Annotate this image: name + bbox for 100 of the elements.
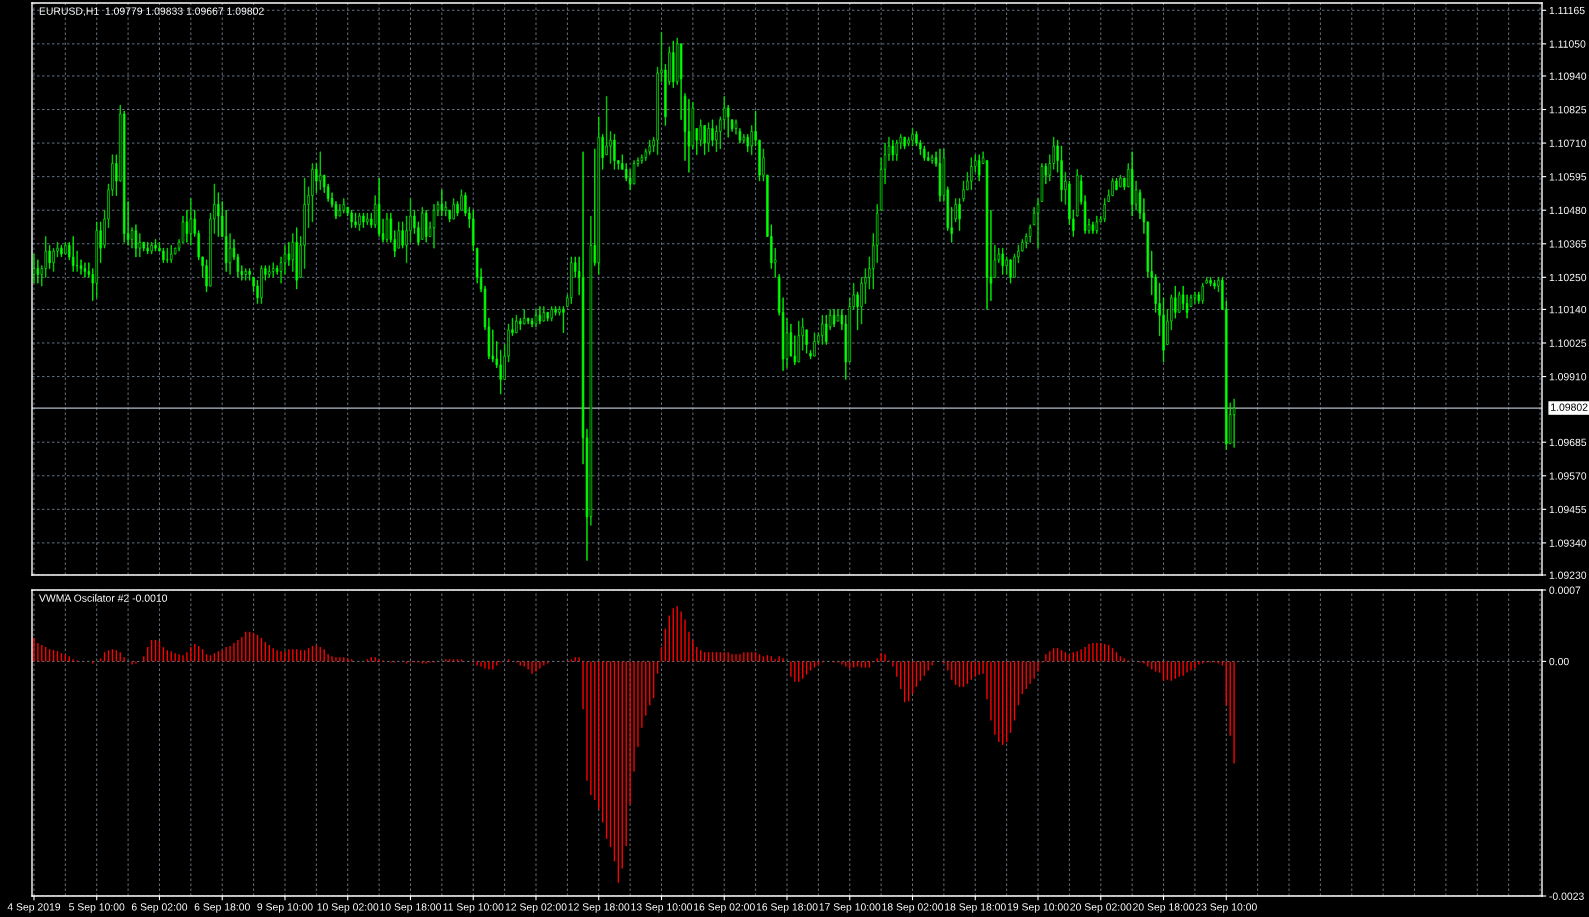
y-tick-label: 1.10025 xyxy=(1549,339,1587,347)
x-tick-label: 18 Sep 02:00 xyxy=(882,903,944,913)
candlestick xyxy=(832,309,836,328)
candlestick xyxy=(1130,151,1134,217)
candlestick xyxy=(350,209,353,229)
y-tick-label: 1.09340 xyxy=(1549,539,1587,547)
x-tick-label: 11 Sep 10:00 xyxy=(443,903,504,913)
chart-title: EURUSD,H1 1.09779 1.09833 1.09667 1.09802 xyxy=(39,7,264,17)
candlestick xyxy=(150,241,153,255)
x-tick-label: 19 Sep 10:00 xyxy=(1007,903,1069,913)
candlestick xyxy=(1076,169,1079,217)
candlestick xyxy=(930,154,934,164)
candlestick xyxy=(1209,276,1212,287)
y-tick-label: 1.09685 xyxy=(1549,438,1587,447)
y-tick-label: 1.09570 xyxy=(1549,472,1587,480)
candlestick xyxy=(358,212,361,231)
x-tick-label: 12 Sep 18:00 xyxy=(568,903,630,913)
candlestick xyxy=(550,306,553,322)
y-tick-label: 0.00 xyxy=(1549,657,1569,666)
candlestick xyxy=(1232,398,1236,448)
y-tick-label: 1.09910 xyxy=(1549,373,1587,381)
ref-line-label: 1.09802 xyxy=(1551,403,1588,411)
candlestick xyxy=(730,119,734,132)
candlestick xyxy=(911,128,914,147)
y-tick-label: 0.0007 xyxy=(1549,586,1581,594)
candlestick xyxy=(95,221,98,299)
y-tick-label: 1.11050 xyxy=(1549,40,1586,48)
y-tick-label: 1.09230 xyxy=(1549,571,1587,579)
x-tick-label: 23 Sep 10:00 xyxy=(1195,903,1257,913)
candlestick xyxy=(597,116,600,275)
candlestick xyxy=(342,198,346,214)
candlestick xyxy=(534,309,538,328)
candlestick xyxy=(958,198,961,231)
candlestick xyxy=(440,189,444,217)
candlestick xyxy=(891,139,895,161)
candlestick xyxy=(60,244,63,258)
candlestick xyxy=(938,148,942,202)
y-tick-label: 1.10140 xyxy=(1549,305,1587,314)
x-tick-label: 18 Sep 18:00 xyxy=(945,903,1006,913)
y-tick-label: 1.10365 xyxy=(1549,240,1587,248)
x-tick-label: 10 Sep 18:00 xyxy=(380,903,442,913)
x-tick-label: 17 Sep 10:00 xyxy=(819,903,881,913)
candlestick xyxy=(366,212,369,226)
candlestick xyxy=(570,256,573,304)
candlestick xyxy=(32,253,36,284)
candlestick xyxy=(1213,279,1216,290)
candlestick xyxy=(385,212,389,243)
candlestick xyxy=(244,268,247,281)
candlestick xyxy=(354,212,357,229)
candlestick xyxy=(472,209,475,252)
candlestick xyxy=(146,241,149,255)
y-tick-label: 1.10480 xyxy=(1549,206,1587,215)
x-tick-label: 20 Sep 18:00 xyxy=(1133,903,1195,913)
candlestick xyxy=(432,204,436,249)
x-tick-label: 9 Sep 10:00 xyxy=(257,903,313,913)
candlestick xyxy=(707,122,710,153)
candlestick xyxy=(813,332,816,357)
candlestick xyxy=(562,306,565,334)
candlestick xyxy=(613,133,616,170)
candlestick xyxy=(970,157,973,191)
candlestick xyxy=(166,247,169,264)
x-tick-label: 4 Sep 2019 xyxy=(7,903,61,913)
candlestick xyxy=(452,198,455,220)
candlestick xyxy=(797,320,800,363)
x-tick-label: 16 Sep 02:00 xyxy=(694,903,755,913)
candlestick xyxy=(1119,174,1122,188)
chart-title: VWMA Oscilator #2 -0.0010 xyxy=(38,594,168,602)
candlestick xyxy=(542,306,546,322)
candlestick xyxy=(515,314,518,334)
y-tick-label: 1.10710 xyxy=(1549,139,1587,147)
x-tick-label: 5 Sep 10:00 xyxy=(69,903,125,913)
candlestick xyxy=(672,40,675,88)
candlestick xyxy=(1095,215,1099,234)
candlestick xyxy=(71,236,75,272)
y-tick-label: 1.10940 xyxy=(1549,72,1587,80)
y-tick-label: 1.09455 xyxy=(1549,505,1587,514)
candlestick xyxy=(154,239,157,252)
candlestick xyxy=(170,244,173,264)
y-tick-label: 1.10595 xyxy=(1549,173,1587,181)
candlestick xyxy=(977,154,981,182)
y-tick-label: 1.11165 xyxy=(1549,6,1585,15)
x-tick-label: 16 Sep 18:00 xyxy=(756,903,818,913)
x-tick-label: 12 Sep 02:00 xyxy=(505,903,567,913)
candlestick xyxy=(189,198,193,246)
candlestick xyxy=(1001,247,1004,275)
candlestick xyxy=(903,136,906,150)
x-tick-label: 13 Sep 10:00 xyxy=(631,903,693,913)
candlestick xyxy=(83,262,87,278)
x-tick-label: 10 Sep 02:00 xyxy=(317,903,379,913)
candlestick xyxy=(295,227,298,290)
candlestick xyxy=(424,209,428,243)
x-tick-label: 20 Sep 02:00 xyxy=(1070,903,1132,913)
x-tick-label: 6 Sep 02:00 xyxy=(131,903,188,913)
candlestick xyxy=(538,306,542,325)
y-tick-label: 1.10250 xyxy=(1549,273,1587,282)
candlestick xyxy=(362,212,365,229)
candlestick xyxy=(1193,291,1197,304)
y-tick-label: 1.10825 xyxy=(1549,106,1587,114)
y-tick-label: -0.0023 xyxy=(1549,892,1584,900)
x-tick-label: 6 Sep 18:00 xyxy=(194,903,250,913)
